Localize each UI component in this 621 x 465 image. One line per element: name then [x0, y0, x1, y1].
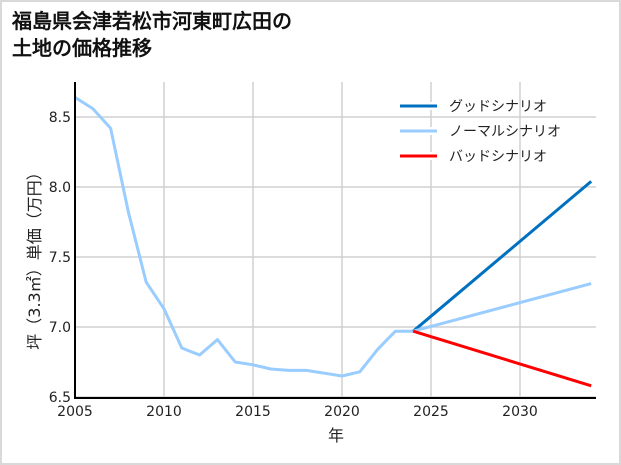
history-line: [74, 96, 414, 378]
data-lines: [74, 96, 593, 388]
chart-title: 福島県会津若松市河東町広田の 土地の価格推移: [12, 8, 292, 62]
x-tick-label: 2015: [235, 404, 271, 420]
x-tick-label: 2020: [324, 404, 360, 420]
y-tick-label: 6.5: [49, 390, 71, 406]
bad-scenario-line: [412, 329, 592, 388]
x-tick-label: 2010: [146, 404, 182, 420]
normal-scenario-line: [412, 282, 592, 333]
axes: [74, 82, 596, 399]
good-scenario-line: [412, 180, 593, 333]
y-tick-label: 7.0: [49, 320, 71, 336]
legend-good-label: グッドシナリオ: [449, 99, 547, 115]
title-line-2: 土地の価格推移: [12, 36, 152, 60]
x-tick-label: 2005: [57, 404, 93, 420]
tick-labels: 2005 2010 2015 2020 2025 2030 6.5 7.0 7.5 8.0 8.5: [49, 110, 538, 420]
y-tick-label: 7.5: [49, 250, 71, 266]
title-line-1: 福島県会津若松市河東町広田の: [12, 9, 292, 33]
x-tick-label: 2025: [413, 404, 449, 420]
y-tick-label: 8.5: [49, 110, 71, 126]
x-axis-label: 年: [328, 426, 344, 445]
legend-bad-label: バッドシナリオ: [449, 149, 547, 165]
y-axis-label: 坪（3.3㎡）単価（万円）: [25, 164, 44, 349]
x-tick-label: 2030: [502, 404, 538, 420]
y-tick-label: 8.0: [49, 180, 71, 196]
legend-normal-label: ノーマルシナリオ: [449, 124, 561, 140]
